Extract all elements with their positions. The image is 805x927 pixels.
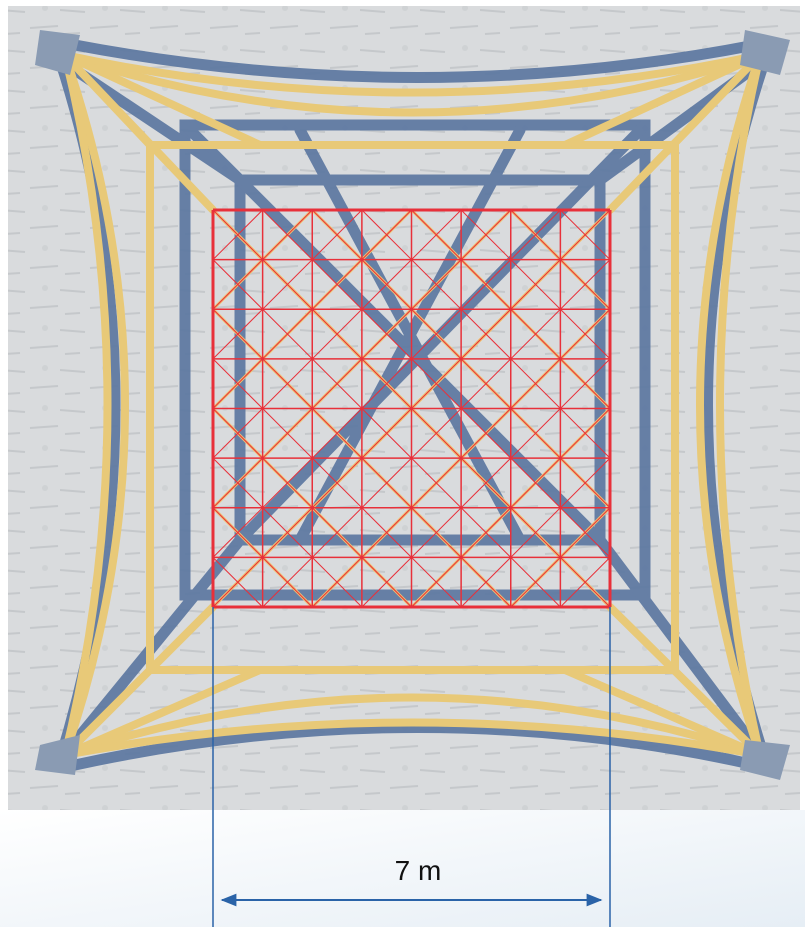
support bbox=[740, 30, 790, 75]
cell-diagonal bbox=[510, 557, 561, 608]
beam bbox=[716, 51, 764, 759]
cell-diagonal bbox=[311, 358, 363, 409]
beam bbox=[61, 51, 129, 759]
cell-diagonal bbox=[411, 358, 462, 409]
cell-diagonal bbox=[262, 457, 313, 509]
cell-diagonal bbox=[361, 408, 412, 459]
cell-diagonal bbox=[411, 507, 462, 558]
cell-diagonal bbox=[411, 457, 462, 509]
beam bbox=[179, 119, 651, 601]
cell-diagonal bbox=[510, 507, 561, 558]
beam bbox=[61, 693, 764, 759]
cell-diagonal bbox=[510, 408, 561, 459]
cell-diagonal bbox=[262, 557, 313, 608]
cell-diagonal bbox=[212, 408, 263, 459]
cell-diagonal bbox=[262, 358, 313, 409]
cell-diagonal bbox=[411, 557, 462, 608]
cell-diagonal bbox=[560, 557, 611, 608]
cell-diagonal bbox=[361, 259, 412, 310]
cell-diagonal bbox=[311, 457, 363, 509]
cell-diagonal bbox=[361, 507, 412, 558]
cell-diagonal bbox=[460, 457, 512, 509]
cell-diagonal bbox=[460, 358, 512, 409]
beam bbox=[61, 51, 764, 97]
cell-diagonal bbox=[510, 259, 561, 310]
cell-diagonal bbox=[560, 507, 611, 558]
dimension-label: 7 m bbox=[395, 855, 442, 886]
cell-diagonal bbox=[212, 457, 263, 509]
cell-diagonal bbox=[411, 259, 462, 310]
cell-diagonal bbox=[212, 507, 263, 558]
cell-diagonal bbox=[460, 557, 512, 608]
cell-diagonal bbox=[510, 457, 561, 509]
cell-diagonal bbox=[560, 209, 611, 260]
cell-diagonal bbox=[361, 557, 412, 608]
cell-diagonal bbox=[560, 308, 611, 360]
dimension bbox=[212, 607, 611, 927]
beam bbox=[696, 51, 764, 759]
beam bbox=[69, 39, 761, 83]
cell-diagonal bbox=[361, 457, 412, 509]
cell-diagonal bbox=[560, 457, 611, 509]
main-beams bbox=[61, 51, 764, 759]
cell-diagonal bbox=[460, 507, 512, 558]
beam bbox=[54, 54, 771, 766]
cell-diagonal bbox=[460, 259, 512, 310]
cell-diagonal bbox=[361, 209, 412, 260]
cell-diagonal bbox=[361, 308, 412, 360]
cell-diagonal bbox=[212, 557, 263, 608]
cell-diagonal bbox=[212, 308, 263, 360]
beam bbox=[69, 722, 761, 771]
cell-diagonal bbox=[212, 209, 263, 260]
cell-diagonal bbox=[560, 358, 611, 409]
beam bbox=[234, 174, 606, 546]
cell-diagonal bbox=[262, 308, 313, 360]
cell-diagonal bbox=[460, 308, 512, 360]
cell-diagonal bbox=[262, 507, 313, 558]
cell-diagonal bbox=[510, 209, 561, 260]
support bbox=[740, 740, 790, 780]
cell-diagonal bbox=[311, 557, 363, 608]
beam bbox=[61, 51, 112, 759]
cell-diagonal bbox=[460, 209, 512, 260]
lower-background bbox=[0, 810, 805, 927]
cell-diagonal bbox=[510, 358, 561, 409]
cell-diagonal bbox=[460, 408, 512, 459]
supports bbox=[35, 30, 790, 780]
cell-diagonal bbox=[311, 209, 363, 260]
red-grid bbox=[211, 208, 612, 609]
cell-diagonal bbox=[311, 507, 363, 558]
beam bbox=[146, 141, 679, 674]
cell-diagonal bbox=[262, 408, 313, 459]
support bbox=[35, 30, 80, 75]
cell-diagonal bbox=[212, 259, 263, 310]
cell-diagonal bbox=[411, 408, 462, 459]
cell-diagonal bbox=[212, 358, 263, 409]
cell-diagonal bbox=[262, 209, 313, 260]
cell-diagonal bbox=[311, 308, 363, 360]
cell-diagonal bbox=[510, 308, 561, 360]
cell-diagonal bbox=[411, 308, 462, 360]
cell-diagonal bbox=[361, 358, 412, 409]
beam bbox=[61, 51, 764, 759]
cell-diagonal bbox=[262, 259, 313, 310]
cell-diagonal bbox=[411, 209, 462, 260]
cell-diagonal bbox=[311, 408, 363, 459]
cell-diagonal bbox=[560, 408, 611, 459]
beam bbox=[179, 119, 651, 546]
beam bbox=[61, 718, 764, 759]
cell-diagonal bbox=[560, 259, 611, 310]
beam bbox=[61, 51, 764, 117]
support bbox=[35, 735, 80, 775]
cell-diagonal bbox=[311, 259, 363, 310]
